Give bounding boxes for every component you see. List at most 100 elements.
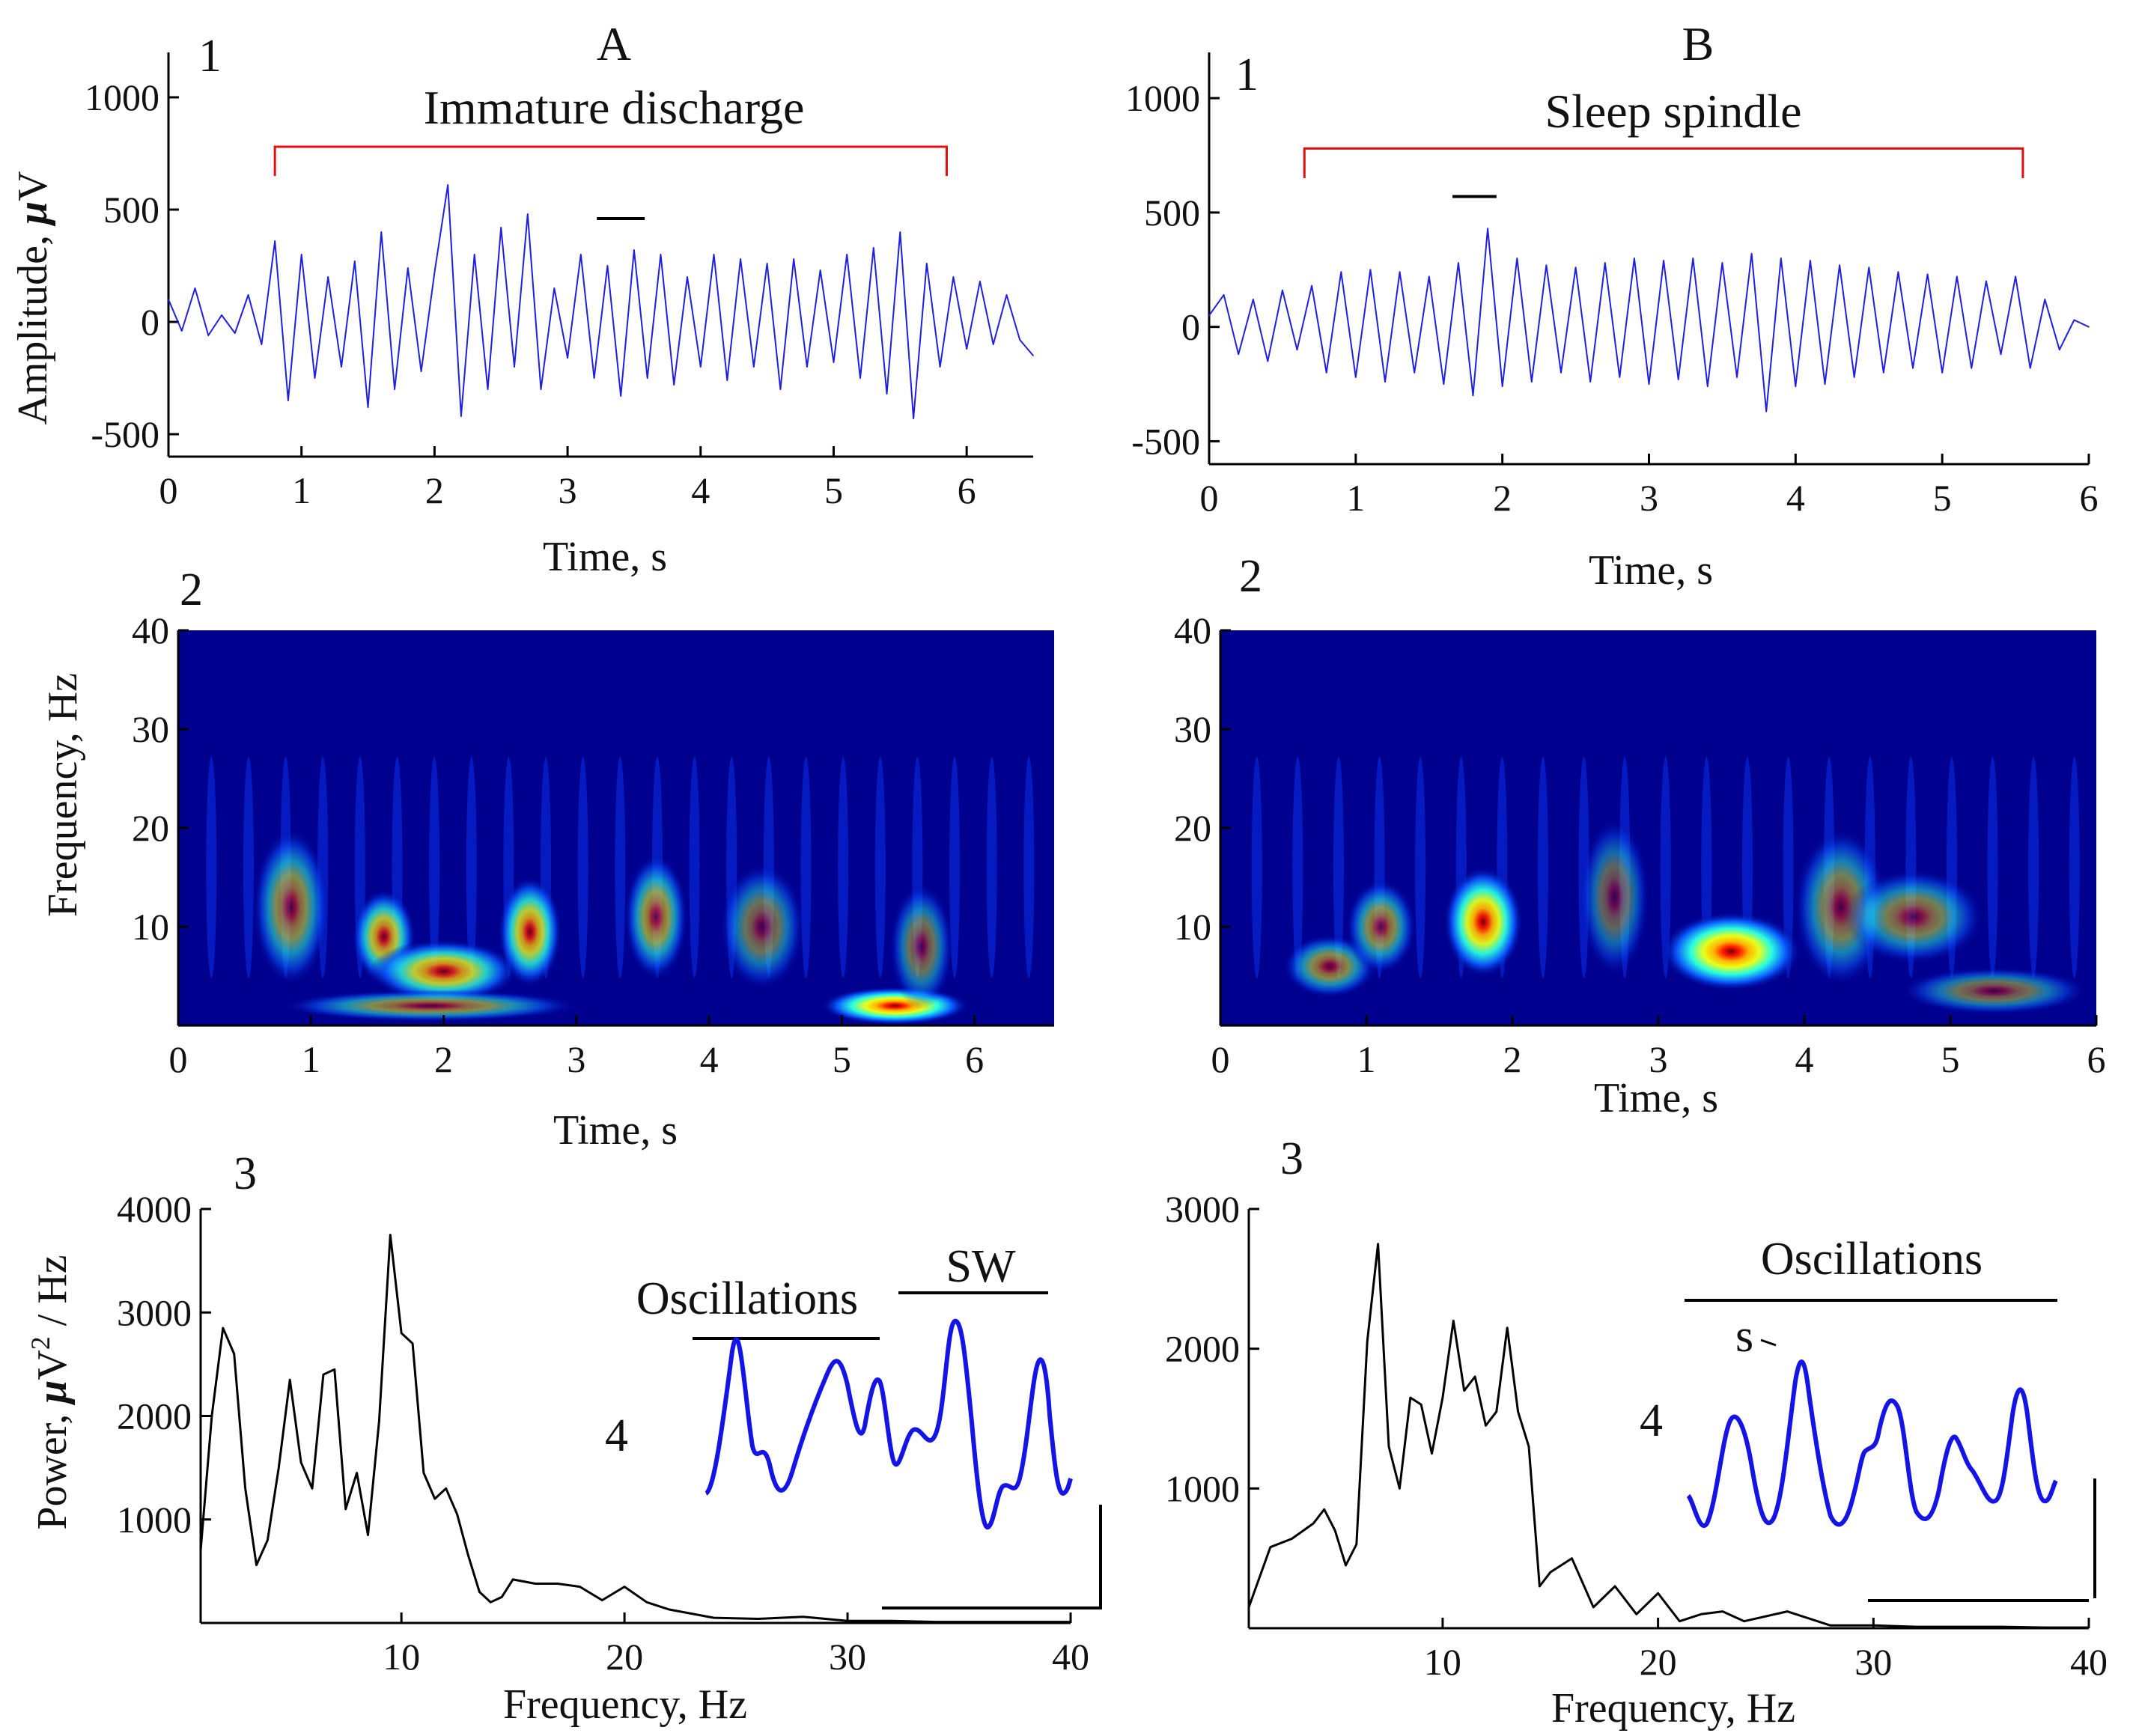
b2-streak	[1537, 756, 1548, 978]
panel-label-b2: 2	[1239, 551, 1262, 602]
a1-data-point	[606, 265, 609, 267]
a1-data-point	[261, 344, 263, 345]
a1-data-point	[540, 389, 542, 390]
a1-data-point	[646, 377, 648, 379]
b1-data-point	[1663, 260, 1664, 261]
b1-data-point	[1750, 253, 1753, 255]
a1-x-tick-label: 3	[559, 469, 577, 511]
a1-data-point	[433, 272, 436, 273]
inset-b-waveform	[1686, 1359, 2058, 1528]
b3-data-point	[2002, 1626, 2003, 1627]
a3-data-point	[713, 1617, 715, 1618]
a2-y-tick-label: 20	[132, 807, 169, 849]
b1-data-point	[1780, 258, 1782, 259]
b1-data-point	[1487, 228, 1488, 230]
b2-energy-blob	[1843, 869, 1984, 965]
b1-data-point	[1545, 264, 1548, 266]
b1-data-point	[1736, 377, 1738, 378]
a3-data-point	[378, 1420, 380, 1422]
b1-data-point	[1883, 371, 1884, 374]
a2-x-tick-label: 4	[700, 1038, 719, 1080]
b1-data-point	[1824, 383, 1826, 385]
a3-data-point	[501, 1596, 503, 1598]
b3-data-point	[2088, 1627, 2090, 1628]
a1-data-point	[1019, 339, 1021, 341]
b1-data-point	[1839, 264, 1840, 266]
a3-y-tick-label: 4000	[117, 1188, 192, 1230]
a3-data-point	[233, 1353, 235, 1355]
a3-data-point	[255, 1564, 258, 1566]
amplitude-ylabel: Amplitude, μV	[10, 171, 56, 424]
b2-x-tick-label: 0	[1211, 1038, 1230, 1080]
b3-x-tick-label: 10	[1424, 1641, 1461, 1683]
b1-data-point	[1619, 377, 1621, 378]
b1-data-point	[1399, 271, 1401, 273]
b1-x-tick-label: 1	[1346, 477, 1365, 519]
inset-a: Oscillations SW	[636, 1241, 1102, 1609]
panel-label-b4: 4	[1640, 1395, 1663, 1446]
a3-data-point	[936, 1621, 938, 1623]
a2-energy-blob	[624, 853, 688, 981]
a3-data-point	[445, 1487, 447, 1490]
b3-y-tick-label: 2000	[1165, 1328, 1240, 1370]
b1-data-point	[1267, 360, 1269, 362]
b1-data-point	[1238, 353, 1239, 356]
a2-x-tick-label: 1	[302, 1038, 320, 1080]
a1-data-point	[473, 254, 475, 255]
a3-x-tick-label: 30	[829, 1636, 866, 1678]
a1-data-point	[753, 366, 755, 368]
a1-data-point	[846, 254, 848, 255]
a1-data-point	[526, 213, 529, 215]
a1-data-point	[380, 231, 383, 233]
b1-data-point	[1560, 371, 1562, 374]
a3-data-point	[278, 1467, 280, 1469]
b3-data-point	[1420, 1404, 1422, 1406]
a2-x-tick-label: 6	[965, 1038, 984, 1080]
a2-streak	[949, 756, 961, 978]
a1-data-point	[979, 281, 981, 282]
b1-data-point	[2088, 326, 2090, 328]
b2-streak	[1987, 756, 1998, 978]
b1-data-point	[1369, 269, 1372, 271]
a1-data-point	[407, 267, 409, 269]
b2-energy-blob	[1579, 817, 1650, 976]
power-ylabel: Power, μV2 / Hz	[25, 1255, 76, 1529]
b1-data-point	[1443, 383, 1445, 385]
b1-data-point	[1458, 262, 1459, 264]
a1-data-point	[353, 261, 356, 262]
b1-data-point	[1692, 258, 1694, 259]
b2-energy-blob	[1900, 967, 2088, 1015]
b3-data-point	[1442, 1397, 1443, 1398]
b3-data-point	[1452, 1320, 1455, 1322]
a2-streak	[689, 756, 700, 978]
a3-data-point	[467, 1555, 469, 1556]
a2-energy-blob	[369, 939, 518, 1003]
a1-data-point	[194, 287, 196, 289]
a2-streak	[986, 756, 997, 978]
b3-data-point	[1614, 1586, 1616, 1587]
a1-data-point	[300, 254, 302, 255]
a1-data-point	[620, 395, 621, 397]
inset-a-oscillations-label: Oscillations	[636, 1273, 858, 1324]
b1-x-tick-label: 4	[1786, 477, 1805, 519]
a3-data-point	[333, 1368, 335, 1371]
b2-x-tick-label: 5	[1941, 1038, 1960, 1080]
a2-energy-blob	[889, 883, 954, 1010]
b3-data-point	[1334, 1529, 1336, 1532]
a1-x-tick-label: 1	[292, 469, 311, 511]
a3-y-tick-label: 1000	[117, 1499, 192, 1541]
a1-data-point	[793, 258, 794, 260]
b1-y-tick-label: 1000	[1125, 77, 1200, 119]
a2-streak	[206, 756, 217, 978]
b1-data-point	[1384, 381, 1386, 383]
panel-label-b1: 1	[1235, 49, 1259, 100]
b3-data-point	[1356, 1544, 1357, 1545]
b2-streak	[1333, 756, 1344, 978]
b2-x-tick-label: 3	[1649, 1038, 1668, 1080]
b1-data-point	[1634, 258, 1635, 259]
b3-data-point	[1636, 1613, 1637, 1615]
a1-data-point	[420, 371, 422, 372]
panel-label-a3: 3	[234, 1148, 257, 1199]
